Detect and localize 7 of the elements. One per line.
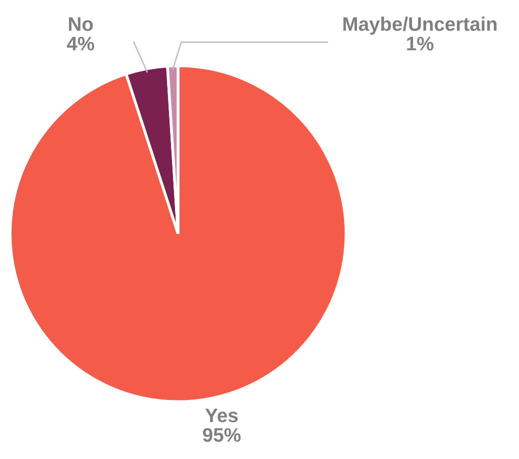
slice-label: Maybe/Uncertain bbox=[343, 16, 497, 35]
pie-slice bbox=[8, 64, 348, 404]
data-label: 1% bbox=[407, 36, 434, 50]
data-label: 95% bbox=[202, 428, 241, 442]
slice-label: Yes bbox=[205, 408, 238, 422]
data-label: 4% bbox=[66, 36, 94, 50]
slice-label: No bbox=[68, 17, 93, 31]
